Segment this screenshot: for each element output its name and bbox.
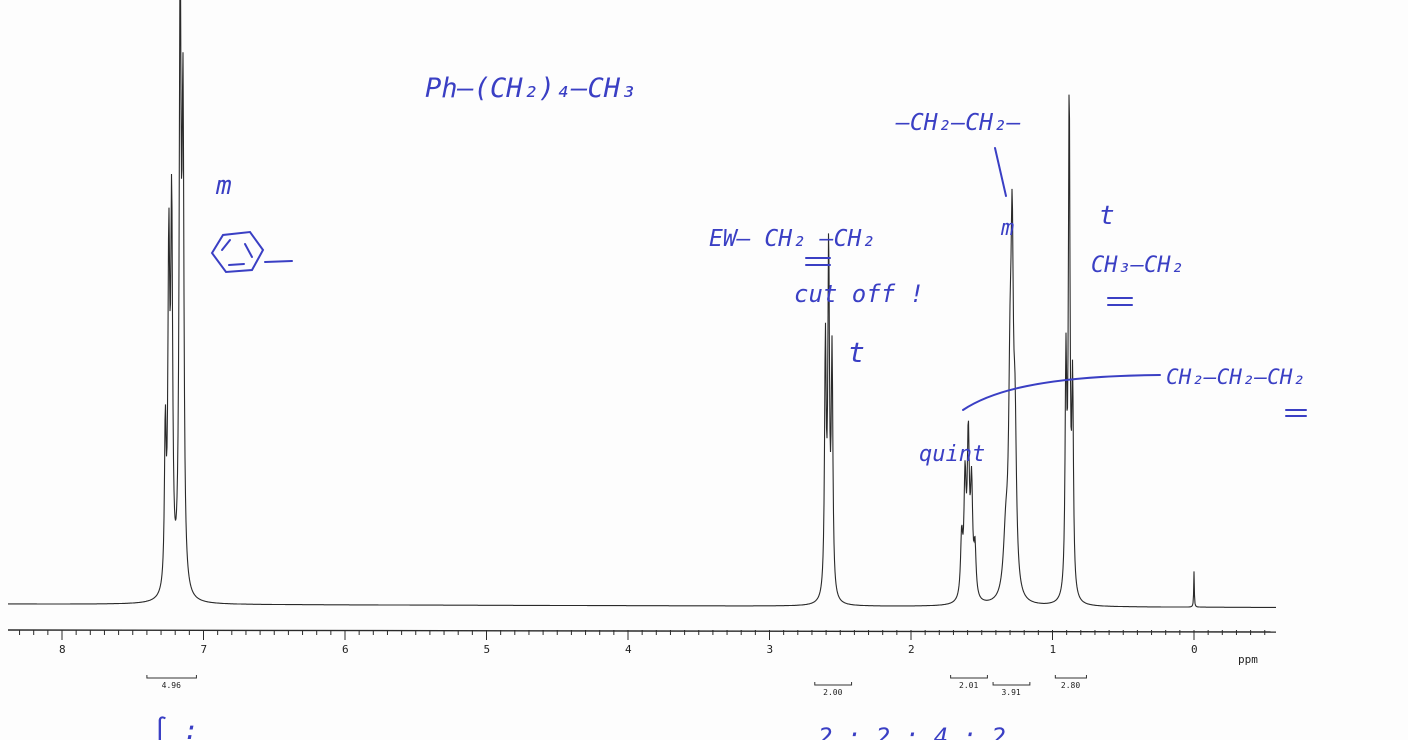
x-tick-label: 5: [484, 643, 491, 656]
methyl-multiplicity: t: [1099, 201, 1115, 231]
integral-labels: 4.96 2.00 2.01 3.91 2.80: [146, 675, 1087, 697]
integral-value: 2.00: [823, 688, 842, 697]
x-tick-label: 8: [59, 643, 66, 656]
middle-ch2-annotation: –CH₂–CH₂–: [895, 110, 1021, 136]
x-tick-label: 4: [625, 643, 632, 656]
integral-value: 2.01: [959, 681, 978, 690]
integral-bracket: [146, 675, 197, 679]
integral-ratio: 2 : 2 : 4 : 2: [818, 723, 1006, 740]
quint-pointer-curve: [962, 374, 1161, 411]
x-tick-label: 3: [767, 643, 774, 656]
integral-value: 4.96: [162, 681, 181, 690]
integral-bracket: [814, 682, 853, 686]
x-tick-label: 2: [908, 643, 915, 656]
integral-bracket: [1054, 675, 1087, 679]
integral-value: 2.80: [1061, 681, 1080, 690]
spectrum-trace: [8, 0, 1276, 608]
aromatic-multiplicity: m: [215, 171, 232, 201]
handwritten-annotations: Ph—(CH₂)₄—CH₃ m EW— CH₂ –CH₂ cut off ! t…: [152, 73, 1307, 740]
quint-group-annotation: CH₂–CH₂–CH₂: [1166, 365, 1305, 389]
x-tick-label: 1: [1050, 643, 1057, 656]
formula-annotation: Ph—(CH₂)₄—CH₃: [425, 73, 636, 104]
spectrum-layer: [8, 0, 1276, 608]
middle-pointer-line: [994, 147, 1007, 197]
x-tick-label: 0: [1191, 643, 1198, 656]
integral-bracket: [950, 675, 988, 679]
integral-symbol: ∫ :: [152, 716, 199, 740]
methyl-annotation: CH₃–CH₂: [1091, 253, 1184, 278]
cutoff-annotation: cut off !: [794, 280, 924, 308]
integral-value: 3.91: [1001, 688, 1020, 697]
x-tick-label: 7: [201, 643, 208, 656]
x-axis-unit-label: ppm: [1238, 653, 1258, 666]
benzene-ring-drawing: [210, 230, 293, 274]
x-axis: 8 7 6 5 4 3 2 1 0 ppm: [7, 629, 1277, 666]
x-tick-label: 6: [342, 643, 349, 656]
quint-multiplicity: quint: [919, 442, 985, 467]
integral-bracket: [992, 682, 1031, 686]
benzyl-multiplicity: t: [848, 336, 865, 369]
middle-multiplicity: m: [1000, 216, 1014, 241]
benzyl-ch2-annotation: EW— CH₂ –CH₂: [709, 226, 875, 252]
